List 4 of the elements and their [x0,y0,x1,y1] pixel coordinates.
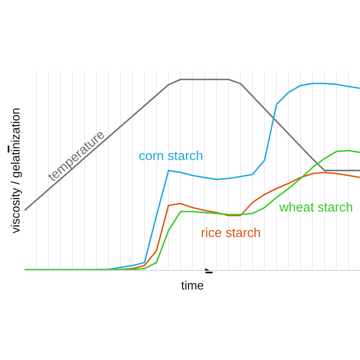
series-label: rice starch [200,224,261,240]
series-label: wheat starch [278,199,353,214]
series-label: corn starch [138,148,204,163]
x-axis-title: time [181,278,204,292]
